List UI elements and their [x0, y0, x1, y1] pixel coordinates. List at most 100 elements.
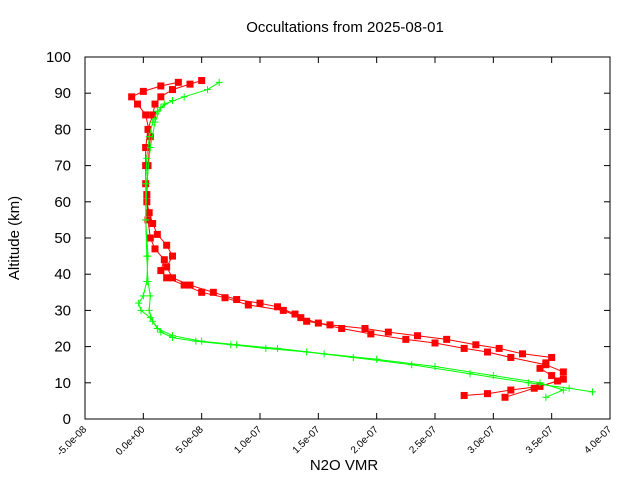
data-point-plus	[139, 292, 147, 300]
data-point-plus	[146, 144, 154, 151]
x-axis-label: N2O VMR	[310, 457, 379, 474]
data-point-square	[198, 77, 206, 85]
y-tick-label: 100	[46, 49, 71, 66]
data-point-plus	[143, 277, 151, 285]
x-tick-label: 1.0e-07	[232, 424, 264, 456]
data-point-plus	[204, 86, 211, 94]
x-tick-label: 3.5e-07	[524, 424, 556, 456]
data-point-square	[151, 100, 159, 108]
data-point-square	[134, 100, 141, 108]
data-point-square	[367, 330, 375, 338]
y-tick-label: 80	[54, 121, 71, 138]
data-point-square	[209, 288, 217, 296]
data-point-square	[507, 353, 515, 361]
series-0-profile-line	[130, 81, 564, 398]
data-point-plus	[215, 78, 223, 86]
x-tick-label: 5.0e-08	[174, 424, 206, 456]
data-point-square	[186, 281, 194, 289]
data-point-square	[149, 111, 157, 119]
data-point-plus	[192, 337, 200, 345]
y-tick-label: 20	[54, 339, 71, 356]
y-tick-label: 50	[54, 230, 71, 247]
series-1-profile-line	[138, 99, 565, 398]
data-point-plus	[198, 337, 206, 345]
data-point-plus	[135, 299, 143, 307]
data-point-square	[142, 111, 150, 119]
data-point-plus	[524, 379, 532, 387]
x-tick-label: 2.0e-07	[349, 424, 381, 456]
data-point-square	[507, 386, 515, 394]
data-point-plus	[151, 118, 159, 126]
data-point-plus	[153, 325, 161, 332]
data-point-plus	[169, 332, 176, 340]
data-point-square	[443, 335, 451, 343]
data-point-plus	[142, 216, 150, 224]
data-point-square	[460, 391, 468, 399]
y-tick-label: 90	[54, 85, 71, 102]
data-point-square	[180, 281, 188, 289]
data-point-plus	[559, 386, 567, 394]
data-point-plus	[320, 350, 328, 358]
y-tick-label: 40	[54, 266, 71, 283]
data-point-plus	[157, 104, 165, 112]
data-point-plus	[274, 344, 281, 352]
data-point-plus	[144, 252, 152, 260]
data-point-plus	[262, 344, 270, 352]
data-point-square	[186, 80, 194, 88]
data-point-square	[146, 234, 154, 242]
data-point-square	[559, 375, 567, 383]
chart-title: Occultations from 2025-08-01	[246, 19, 444, 36]
data-point-square	[233, 296, 241, 304]
data-point-plus	[145, 306, 153, 314]
data-point-square	[153, 230, 161, 238]
data-point-square	[142, 144, 150, 151]
data-point-plus	[169, 96, 176, 104]
series-layer	[128, 77, 596, 401]
series-1	[135, 78, 596, 401]
data-point-square	[402, 335, 410, 343]
data-point-plus	[145, 133, 153, 141]
y-tick-label: 10	[54, 375, 71, 392]
x-tick-label: 3.0e-07	[466, 424, 498, 456]
x-tick-label: -5.0e-08	[55, 424, 89, 458]
data-point-plus	[589, 388, 596, 396]
data-point-plus	[233, 341, 241, 349]
x-tick-label: 2.5e-07	[407, 424, 439, 456]
data-point-plus	[536, 379, 544, 387]
data-point-square	[303, 317, 311, 325]
data-point-square	[484, 348, 491, 356]
data-point-square	[519, 350, 526, 358]
data-point-plus	[431, 363, 439, 371]
data-point-square	[128, 93, 136, 101]
x-tick-label: 4.0e-07	[582, 424, 614, 456]
data-point-square	[157, 82, 165, 90]
data-point-square	[139, 87, 147, 95]
data-point-square	[542, 361, 550, 369]
data-point-square	[548, 372, 556, 380]
data-point-plus	[143, 180, 151, 188]
data-point-square	[431, 339, 439, 347]
data-point-square	[495, 344, 503, 352]
data-point-plus	[137, 306, 145, 314]
data-point-square	[145, 209, 153, 217]
data-point-square	[160, 256, 168, 264]
data-point-square	[460, 344, 468, 352]
data-point-square	[169, 252, 176, 260]
data-point-square	[338, 325, 346, 332]
data-point-square	[157, 93, 165, 101]
data-point-square	[163, 263, 171, 271]
data-point-square	[548, 353, 556, 361]
data-point-plus	[180, 93, 188, 101]
plot-area	[84, 56, 611, 420]
data-point-square	[314, 319, 322, 327]
data-point-square	[256, 299, 264, 307]
data-point-square	[274, 303, 281, 311]
data-point-square	[501, 393, 509, 401]
data-point-square	[198, 288, 206, 296]
data-point-square	[163, 274, 171, 282]
data-point-square	[151, 245, 159, 253]
data-point-plus	[542, 393, 550, 401]
x-tick-label: 1.5e-07	[291, 424, 323, 456]
